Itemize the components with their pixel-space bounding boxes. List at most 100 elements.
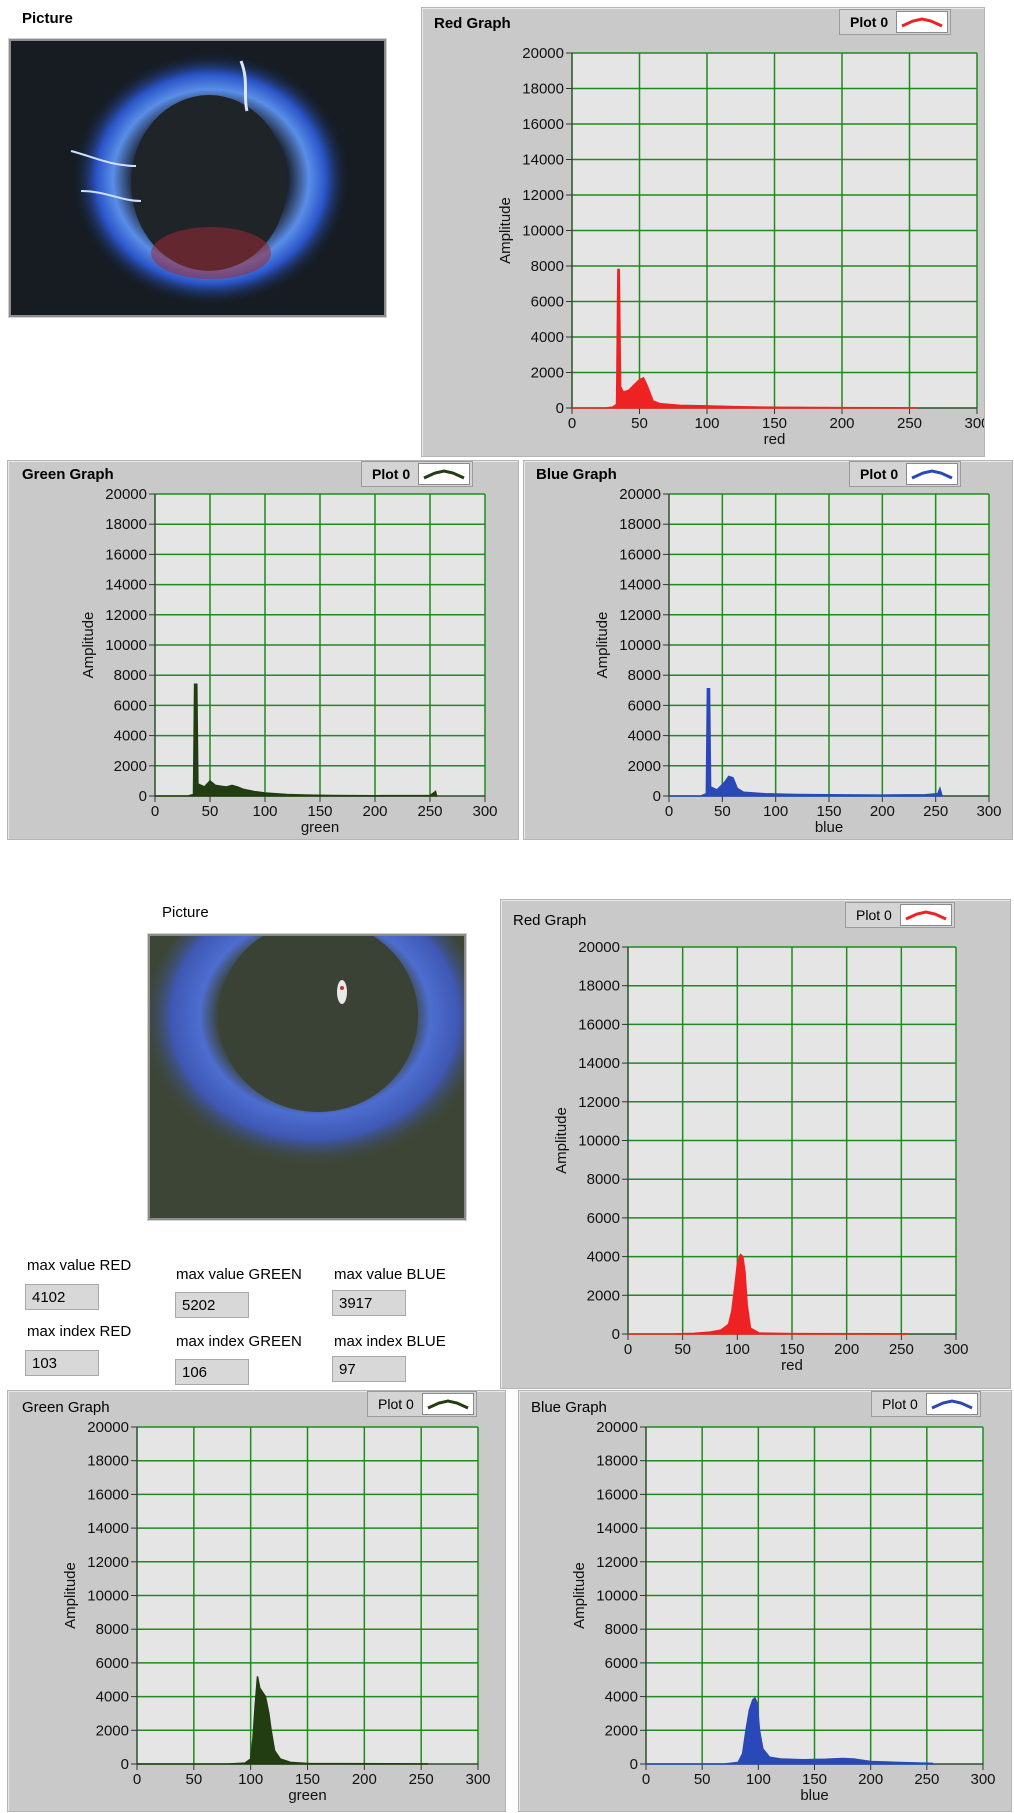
y-axis-label: Amplitude bbox=[62, 1562, 79, 1629]
max-index-green-label: max index GREEN bbox=[176, 1333, 302, 1350]
x-tick-label: 300 bbox=[943, 1341, 968, 1358]
y-tick-label: 0 bbox=[556, 400, 564, 417]
x-axis-label: red bbox=[781, 1357, 803, 1374]
red-graph-top: 0200040006000800010000120001400016000180… bbox=[497, 45, 984, 448]
y-tick-label: 4000 bbox=[628, 728, 661, 745]
plot-legend[interactable]: Plot 0 bbox=[845, 902, 955, 928]
legend-label: Plot 0 bbox=[378, 1396, 414, 1412]
y-tick-label: 14000 bbox=[619, 577, 661, 594]
y-tick-label: 14000 bbox=[578, 1055, 620, 1072]
x-tick-label: 100 bbox=[252, 803, 277, 820]
y-tick-label: 2000 bbox=[114, 758, 147, 775]
green-graph-bottom: 0200040006000800010000120001400016000180… bbox=[62, 1419, 491, 1804]
y-tick-label: 20000 bbox=[596, 1419, 638, 1436]
y-tick-label: 14000 bbox=[522, 152, 564, 169]
histogram-series bbox=[572, 268, 918, 409]
graph-title: Blue Graph bbox=[536, 466, 617, 483]
y-tick-label: 4000 bbox=[605, 1689, 638, 1706]
legend-label: Plot 0 bbox=[856, 907, 892, 923]
plot-line-icon bbox=[899, 904, 952, 926]
x-axis-label: blue bbox=[800, 1787, 828, 1804]
iris-image bbox=[150, 936, 464, 1218]
x-tick-label: 250 bbox=[417, 803, 442, 820]
y-tick-label: 0 bbox=[612, 1326, 620, 1343]
legend-label: Plot 0 bbox=[860, 466, 899, 482]
x-tick-label: 200 bbox=[352, 1771, 377, 1788]
y-tick-label: 20000 bbox=[578, 939, 620, 956]
y-tick-label: 18000 bbox=[578, 978, 620, 995]
x-tick-label: 200 bbox=[870, 803, 895, 820]
x-tick-label: 50 bbox=[694, 1771, 711, 1788]
y-tick-label: 18000 bbox=[87, 1453, 129, 1470]
y-tick-label: 0 bbox=[653, 788, 661, 805]
x-tick-label: 50 bbox=[631, 415, 648, 432]
y-tick-label: 12000 bbox=[87, 1554, 129, 1571]
y-tick-label: 10000 bbox=[578, 1133, 620, 1150]
graph-title: Red Graph bbox=[434, 15, 511, 32]
x-tick-label: 0 bbox=[151, 803, 159, 820]
graph-title: Green Graph bbox=[22, 1399, 110, 1416]
x-tick-label: 200 bbox=[362, 803, 387, 820]
y-tick-label: 14000 bbox=[87, 1520, 129, 1537]
y-tick-label: 12000 bbox=[596, 1554, 638, 1571]
x-tick-label: 200 bbox=[834, 1341, 859, 1358]
y-tick-label: 16000 bbox=[105, 546, 147, 563]
y-tick-label: 10000 bbox=[596, 1588, 638, 1605]
max-index-blue-label: max index BLUE bbox=[334, 1333, 446, 1350]
y-tick-label: 16000 bbox=[619, 546, 661, 563]
histogram-series bbox=[628, 1253, 909, 1335]
x-tick-label: 100 bbox=[725, 1341, 750, 1358]
y-tick-label: 0 bbox=[139, 788, 147, 805]
plot-legend[interactable]: Plot 0 bbox=[849, 461, 962, 487]
x-axis-label: green bbox=[301, 819, 339, 836]
iris-picture bbox=[9, 39, 386, 317]
y-tick-label: 2000 bbox=[587, 1287, 620, 1304]
y-tick-label: 20000 bbox=[619, 486, 661, 503]
picture-label: Picture bbox=[162, 904, 209, 921]
y-tick-label: 0 bbox=[121, 1756, 129, 1773]
y-tick-label: 8000 bbox=[96, 1621, 129, 1638]
max-index-red-label: max index RED bbox=[27, 1323, 132, 1340]
y-tick-label: 2000 bbox=[605, 1722, 638, 1739]
x-tick-label: 100 bbox=[238, 1771, 263, 1788]
x-tick-label: 200 bbox=[858, 1771, 883, 1788]
x-axis-label: green bbox=[288, 1787, 326, 1804]
x-tick-label: 100 bbox=[746, 1771, 771, 1788]
x-tick-label: 150 bbox=[307, 803, 332, 820]
plot-legend[interactable]: Plot 0 bbox=[361, 461, 474, 487]
y-tick-label: 18000 bbox=[619, 516, 661, 533]
y-tick-label: 4000 bbox=[587, 1249, 620, 1266]
red-graph-panel-bottom: Red Graph Plot 0 0 2000 4000 6000 8000 10000 1… bbox=[500, 899, 1011, 1389]
x-tick-label: 250 bbox=[889, 1341, 914, 1358]
plot-legend[interactable]: Plot 0 bbox=[839, 9, 952, 35]
blue-graph-panel-bottom: Blue Graph Plot 0 0 2000 4000 6000 8000 10000… bbox=[518, 1390, 1012, 1812]
y-tick-label: 12000 bbox=[619, 607, 661, 624]
x-tick-label: 250 bbox=[897, 415, 922, 432]
x-tick-label: 0 bbox=[568, 415, 576, 432]
y-tick-label: 8000 bbox=[605, 1621, 638, 1638]
x-tick-label: 150 bbox=[295, 1771, 320, 1788]
plot-legend[interactable]: Plot 0 bbox=[871, 1391, 981, 1417]
plot-legend[interactable]: Plot 0 bbox=[367, 1391, 477, 1417]
y-axis-label: Amplitude bbox=[497, 197, 514, 264]
plot-line-icon bbox=[925, 1393, 978, 1415]
x-tick-label: 50 bbox=[674, 1341, 691, 1358]
y-tick-label: 2000 bbox=[96, 1722, 129, 1739]
red-graph-panel-top: Red Graph Plot 0 0 2000 4000 6000 8000 10000 1… bbox=[421, 7, 985, 457]
plot-line-icon bbox=[418, 463, 471, 485]
y-tick-label: 20000 bbox=[105, 486, 147, 503]
y-tick-label: 14000 bbox=[105, 577, 147, 594]
x-axis-label: red bbox=[764, 431, 786, 448]
histogram-series bbox=[155, 683, 438, 797]
graph-title: Blue Graph bbox=[531, 1399, 607, 1416]
y-tick-label: 6000 bbox=[96, 1655, 129, 1672]
graph-title: Red Graph bbox=[513, 912, 587, 929]
blue-graph-top: 0200040006000800010000120001400016000180… bbox=[594, 486, 1002, 836]
y-tick-label: 16000 bbox=[87, 1486, 129, 1503]
x-tick-label: 300 bbox=[465, 1771, 490, 1788]
x-tick-label: 300 bbox=[964, 415, 984, 432]
x-tick-label: 50 bbox=[185, 1771, 202, 1788]
y-tick-label: 6000 bbox=[587, 1210, 620, 1227]
x-tick-label: 50 bbox=[202, 803, 219, 820]
y-tick-label: 14000 bbox=[596, 1520, 638, 1537]
